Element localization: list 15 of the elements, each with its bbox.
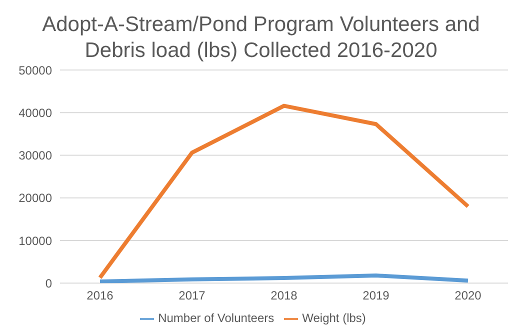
x-tick-label: 2017 [178,288,206,303]
y-tick-label: 0 [45,276,52,290]
x-tick-label: 2019 [362,288,390,303]
y-tick-label: 50000 [18,63,52,78]
line-series [98,104,470,280]
y-tick-label: 20000 [18,191,52,206]
legend-label: Weight (lbs) [302,311,366,326]
y-tick-label: 40000 [18,106,52,120]
legend-label: Number of Volunteers [158,311,274,326]
chart-title: Adopt-A-Stream/Pond Program Volunteers and Debris load (lbs) Collected 2016-2020 [41,12,481,64]
x-tick-label: 2016 [86,288,114,303]
x-tick-label: 2018 [270,288,298,303]
x-tick-label: 2020 [454,288,482,303]
y-tick-label: 30000 [18,148,52,163]
y-tick-label: 10000 [18,234,52,248]
